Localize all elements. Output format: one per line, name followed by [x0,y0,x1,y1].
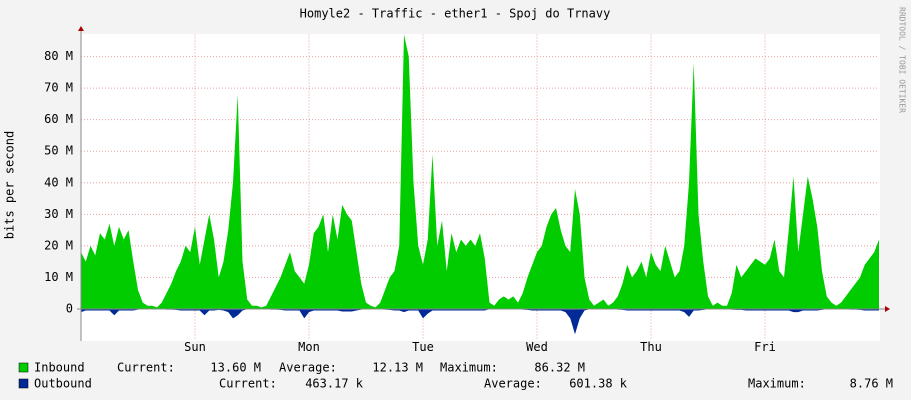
y-tick-label: 80 M [44,49,73,63]
legend-stat-value: 463.17 k [305,377,364,391]
legend-stat-label: Average: [279,361,337,375]
legend-stat-label: Current: [117,361,175,375]
y-tick-label: 60 M [44,112,73,126]
legend-stat-label: Current: [219,377,277,391]
x-tick-label: Thu [640,340,662,354]
y-tick-label: 50 M [44,144,73,158]
y-tick-label: 30 M [44,207,73,221]
x-tick-label: Sun [184,340,206,354]
y-axis-label: bits per second [3,131,17,239]
x-tick-label: Fri [754,340,776,354]
x-axis-arrow [885,306,890,312]
y-tick-label: 40 M [44,175,73,189]
legend-stat-value: 13.60 M [210,361,261,375]
area-1 [81,308,879,335]
area-0 [81,34,879,309]
x-tick-label: Mon [298,340,320,354]
legend-label: Inbound [34,361,85,375]
y-tick-label: 70 M [44,81,73,95]
legend-stat-value: 86.32 M [534,361,585,375]
legend-swatch [18,378,29,389]
y-tick-label: 20 M [44,238,73,252]
series [81,34,879,335]
y-tick-label: 0 [66,301,73,315]
legend-stat-value: 12.13 M [372,361,423,375]
legend-stat-value: 601.38 k [569,377,628,391]
legend-stat-label: Maximum: [440,361,498,375]
y-tick-label: 10 M [44,270,73,284]
legend-stat-label: Maximum: [748,377,806,391]
legend: Inbound Current: 13.60 M Average: 12.13 M Max… [18,361,893,391]
y-axis-arrow [78,26,84,31]
side-credit: RRDTOOL / TOBI OETIKER [898,7,907,113]
legend-stat-value: 8.76 M [850,377,893,391]
legend-label: Outbound [34,377,92,391]
legend-stat-label: Average: [484,377,542,391]
x-tick-label: Wed [526,340,548,354]
x-tick-label: Tue [412,340,434,354]
chart-title: Homyle2 - Traffic - ether1 - Spoj do Trn… [300,7,611,21]
legend-swatch [18,362,29,373]
